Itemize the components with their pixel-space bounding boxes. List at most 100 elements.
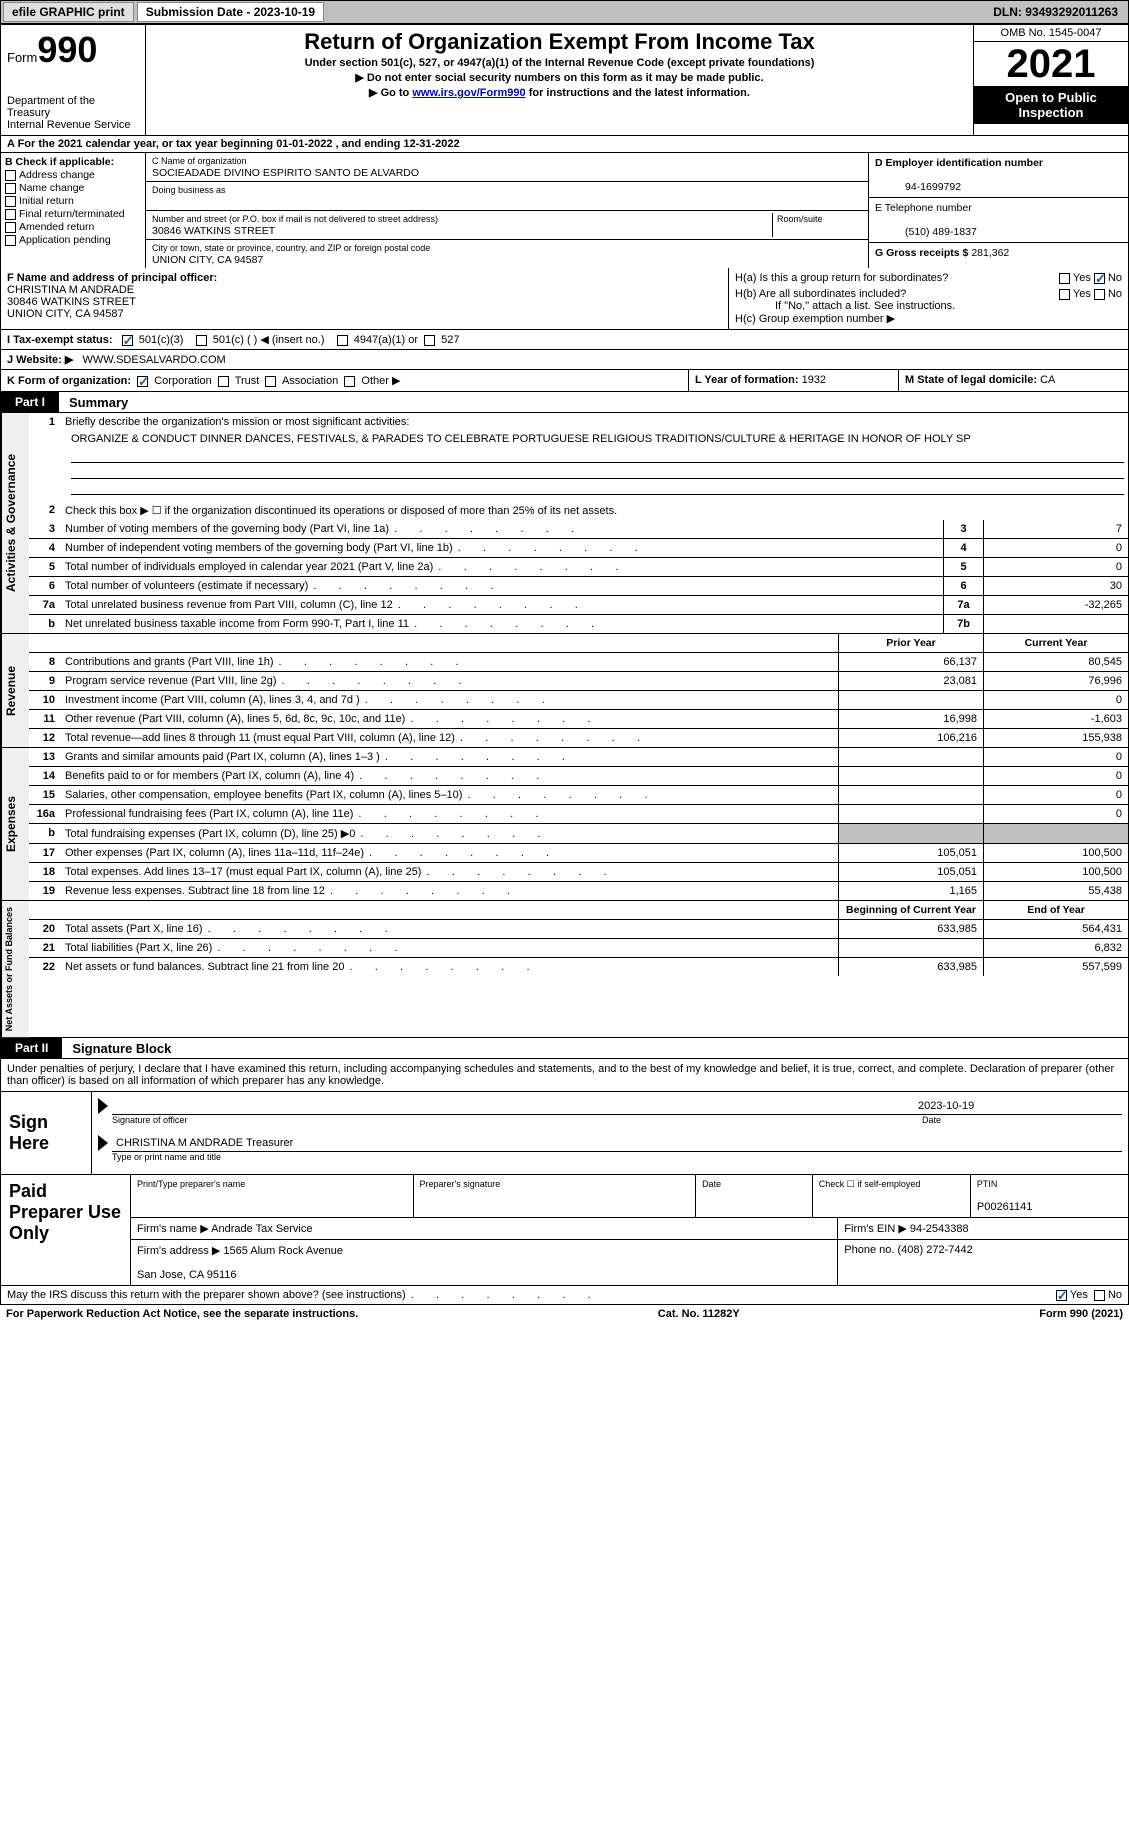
side-net-assets: Net Assets or Fund Balances [1,901,29,1037]
lbl-4947: 4947(a)(1) or [354,334,418,346]
m-value: CA [1040,374,1055,386]
net-py-21 [838,939,983,957]
cb-other[interactable] [344,376,355,387]
cb-4947[interactable] [337,335,348,346]
officer-print-name: CHRISTINA M ANDRADE Treasurer [116,1137,293,1149]
part-1-tab: Part I [1,392,59,412]
org-name-label: C Name of organization [152,156,247,166]
lbl-assoc: Association [282,375,338,387]
paid-preparer-label: Paid Preparer Use Only [1,1175,131,1285]
officer-addr1: 30846 WATKINS STREET [7,296,136,308]
q2-label: Check this box ▶ ☐ if the organization d… [61,501,1128,520]
ptin-value: P00261141 [977,1201,1032,1213]
cb-discuss-yes[interactable] [1056,1290,1067,1301]
j-label: J Website: ▶ [7,354,73,366]
line-box-7a: 7a [943,596,983,614]
rev-line-11: Other revenue (Part VIII, column (A), li… [61,710,838,728]
exp-py-18: 105,051 [838,863,983,881]
self-employed-label: Check ☐ if self-employed [819,1179,964,1190]
cb-527[interactable] [424,335,435,346]
part-2-title: Signature Block [62,1041,171,1056]
cb-final[interactable] [5,209,16,220]
submission-date: Submission Date - 2023-10-19 [137,2,324,22]
cb-ha-no[interactable] [1094,273,1105,284]
website-value: WWW.SDESALVARDO.COM [83,354,226,366]
lbl-trust: Trust [235,375,260,387]
rev-line-12: Total revenue—add lines 8 through 11 (mu… [61,729,838,747]
summary-line-b: Net unrelated business taxable income fr… [61,615,943,633]
gross-label: G Gross receipts $ [875,247,968,259]
net-py-22: 633,985 [838,958,983,976]
rev-cy-12: 155,938 [983,729,1128,747]
summary-line-5: Total number of individuals employed in … [61,558,943,576]
net-cy-20: 564,431 [983,920,1128,938]
block-expenses: Expenses 13Grants and similar amounts pa… [0,748,1129,901]
paid-preparer-block: Paid Preparer Use Only Print/Type prepar… [0,1175,1129,1286]
exp-cy-18: 100,500 [983,863,1128,881]
firm-ein: 94-2543388 [910,1223,969,1235]
ha-label: H(a) Is this a group return for subordin… [735,272,948,284]
cb-initial[interactable] [5,196,16,207]
exp-line-b: Total fundraising expenses (Part IX, col… [61,824,838,843]
arrow-icon [98,1135,108,1151]
hdr-prior-year: Prior Year [838,634,983,652]
tel-label: E Telephone number [875,202,972,214]
net-cy-22: 557,599 [983,958,1128,976]
section-fh: F Name and address of principal officer:… [0,268,1129,330]
exp-cy-16a: 0 [983,805,1128,823]
side-expenses: Expenses [1,748,29,900]
goto-post: for instructions and the latest informat… [526,87,750,99]
paperwork-notice: For Paperwork Reduction Act Notice, see … [6,1308,358,1320]
side-activities: Activities & Governance [1,413,29,633]
hb-note: If "No," attach a list. See instructions… [735,300,1122,312]
lbl-527: 527 [441,334,459,346]
exp-line-14: Benefits paid to or for members (Part IX… [61,767,838,785]
preparer-sig-label: Preparer's signature [420,1179,690,1189]
cb-501c3[interactable] [122,335,133,346]
exp-line-15: Salaries, other compensation, employee b… [61,786,838,804]
row-website: J Website: ▶ WWW.SDESALVARDO.COM [0,350,1129,370]
exp-cy-14: 0 [983,767,1128,785]
exp-py-13 [838,748,983,766]
rev-py-11: 16,998 [838,710,983,728]
row-tax-status: I Tax-exempt status: 501(c)(3) 501(c) ( … [0,330,1129,350]
dln-label: DLN: 93493292011263 [993,5,1126,19]
cb-corp[interactable] [137,376,148,387]
cb-trust[interactable] [218,376,229,387]
exp-line-17: Other expenses (Part IX, column (A), lin… [61,844,838,862]
exp-py-15 [838,786,983,804]
cb-501c[interactable] [196,335,207,346]
cb-amended[interactable] [5,222,16,233]
net-line-22: Net assets or fund balances. Subtract li… [61,958,838,976]
ein-value: 94-1699792 [875,181,961,193]
line-value-b [983,615,1128,633]
lbl-corp: Corporation [154,375,211,387]
officer-label: F Name and address of principal officer: [7,272,217,284]
org-name: SOCIEADADE DIVINO ESPIRITO SANTO DE ALVA… [152,167,419,179]
cb-ha-yes[interactable] [1059,273,1070,284]
exp-cy-b [983,824,1128,843]
cb-discuss-no[interactable] [1094,1290,1105,1301]
ptin-label: PTIN [977,1179,1122,1189]
firm-addr: 1565 Alum Rock Avenue [223,1245,343,1257]
cb-assoc[interactable] [265,376,276,387]
rev-cy-10: 0 [983,691,1128,709]
exp-cy-13: 0 [983,748,1128,766]
room-label: Room/suite [777,214,823,224]
efile-button[interactable]: efile GRAPHIC print [3,2,134,22]
line-box-4: 4 [943,539,983,557]
firm-city: San Jose, CA 95116 [137,1269,236,1281]
cb-address-change[interactable] [5,170,16,181]
top-bar: efile GRAPHIC print Submission Date - 20… [0,0,1129,24]
cb-pending[interactable] [5,235,16,246]
exp-py-16a [838,805,983,823]
rev-line-10: Investment income (Part VIII, column (A)… [61,691,838,709]
irs-link[interactable]: www.irs.gov/Form990 [412,87,525,99]
exp-line-16a: Professional fundraising fees (Part IX, … [61,805,838,823]
cb-hb-no[interactable] [1094,289,1105,300]
exp-py-b [838,824,983,843]
hb-label: H(b) Are all subordinates included? [735,288,906,300]
exp-line-18: Total expenses. Add lines 13–17 (must eq… [61,863,838,881]
cb-hb-yes[interactable] [1059,289,1070,300]
cb-name-change[interactable] [5,183,16,194]
